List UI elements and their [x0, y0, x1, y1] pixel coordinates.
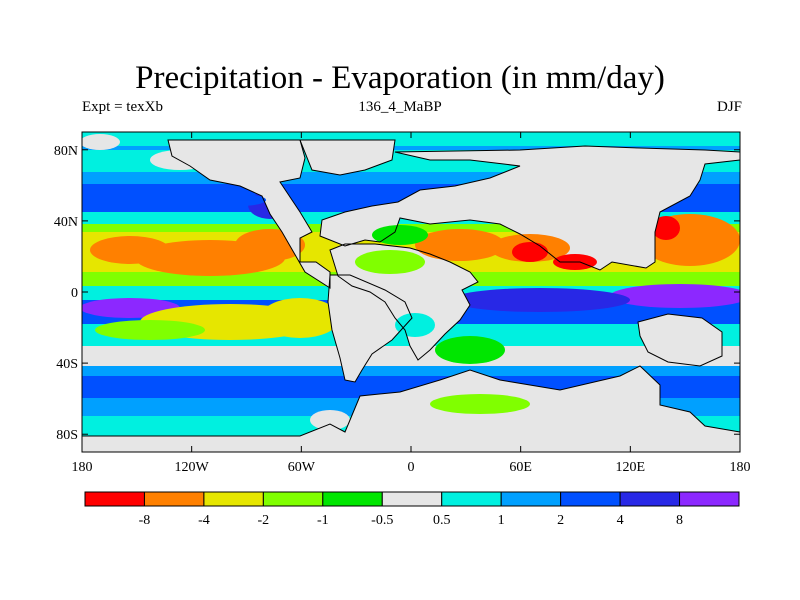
south-atlantic-neutral-patch	[310, 410, 350, 430]
y-tick-label: 40S	[56, 357, 78, 372]
y-tick-label: 40N	[54, 215, 78, 230]
west-africa-green-patch	[355, 250, 425, 274]
colorbar-label: -2	[258, 513, 270, 528]
colorbar-swatch	[203, 491, 264, 507]
colorbar-swatch	[619, 491, 681, 507]
x-tick-label: 120W	[175, 460, 210, 475]
colorbar-swatch	[262, 491, 324, 507]
colorbar-label: 4	[617, 513, 624, 528]
colorbar-label: -1	[317, 513, 329, 528]
season-label: DJF	[716, 99, 742, 115]
antarctica-landmass	[82, 366, 740, 452]
colorbar-label: -4	[198, 513, 210, 528]
colorbar-label: -8	[139, 513, 151, 528]
colorbar-swatch	[500, 491, 562, 507]
y-tick-label: 80S	[56, 428, 78, 443]
colorbar-swatch	[84, 491, 145, 507]
greenland-landmass	[300, 140, 395, 175]
africa-landmass	[330, 244, 478, 360]
south-pacific-dry-patch-east	[260, 298, 340, 338]
colorbar-swatch	[441, 491, 502, 507]
colorbar-swatch	[679, 491, 740, 507]
south-africa-green-patch	[435, 336, 505, 364]
colorbar-label: 1	[498, 513, 505, 528]
x-tick-label: 120E	[616, 460, 646, 475]
south-pacific-green-strip	[95, 320, 205, 340]
west-pacific-strong-dry-spot	[652, 216, 680, 240]
south-near-neutral-band	[82, 346, 740, 366]
arctic-neutral-patch	[82, 134, 120, 150]
colorbar-label: -0.5	[371, 513, 393, 528]
north-pacific-dry-patch-west	[90, 236, 170, 264]
experiment-label: Expt = texXb	[82, 99, 163, 115]
colorbar-label: 8	[676, 513, 683, 528]
y-tick-label: 80N	[54, 144, 78, 159]
north-america-wet-strip	[214, 194, 266, 206]
sahara-dry-patch	[415, 229, 505, 261]
colorbar-swatch	[143, 491, 205, 507]
color-bar: -8 -4 -2 -1 -0.5 0.5 1 2 4 8	[84, 491, 740, 528]
colorbar-swatch	[322, 491, 383, 507]
west-pacific-wet-core	[610, 284, 740, 308]
x-tick-label: 180	[730, 460, 751, 475]
arabia-strong-dry-spot	[512, 242, 548, 262]
x-tick-label: 180	[72, 460, 93, 475]
chart-title: Precipitation - Evaporation (in mm/day)	[135, 60, 665, 96]
x-tick-label: 0	[408, 460, 415, 475]
eurasia-landmass	[320, 146, 740, 270]
map-axes: 180 120W 60W 0 60E 120E 180 80N 40N 0 40S 80S	[54, 132, 751, 475]
indian-ocean-wet-core	[450, 288, 630, 312]
southern-ocean-green-strip	[430, 394, 530, 414]
colorbar-swatch	[560, 491, 621, 507]
y-tick-label: 0	[71, 286, 78, 301]
x-tick-label: 60E	[509, 460, 532, 475]
x-tick-label: 60W	[288, 460, 316, 475]
australia-landmass	[638, 314, 722, 366]
colorbar-label: 0.5	[433, 513, 451, 528]
north-america-landmass	[168, 140, 330, 288]
north-africa-green-patch	[372, 225, 428, 245]
colorbar-label: 2	[557, 513, 564, 528]
colorbar-swatch	[381, 491, 443, 507]
coastlines	[82, 139, 740, 437]
period-label: 136_4_MaBP	[358, 99, 442, 115]
